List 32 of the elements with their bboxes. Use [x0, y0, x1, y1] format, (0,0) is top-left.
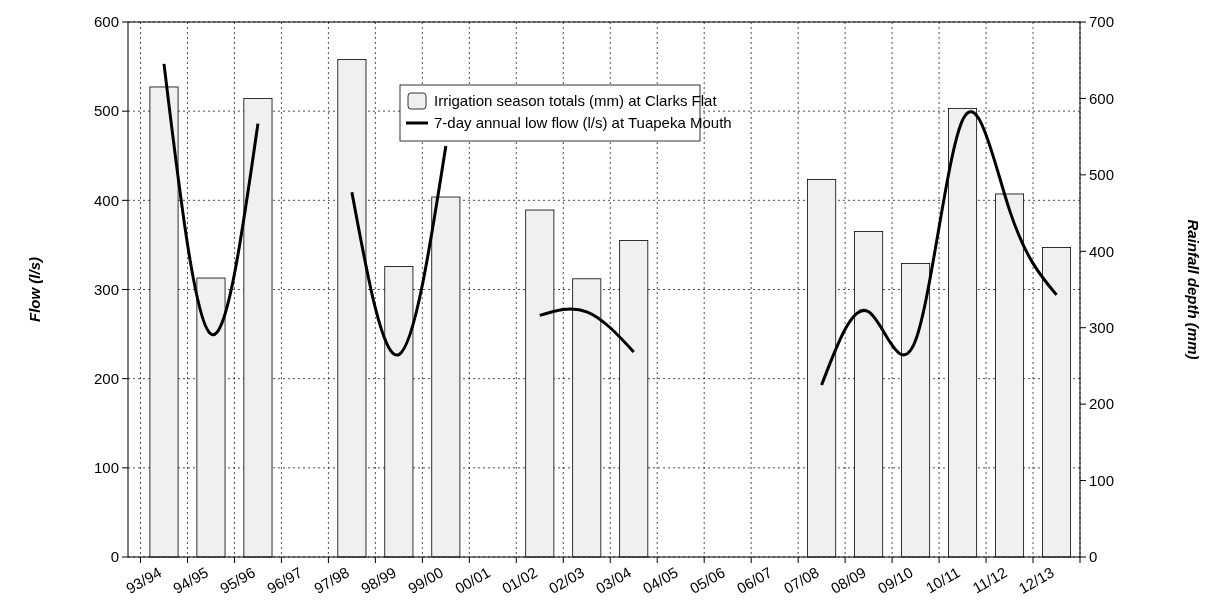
- x-tick-label: 01/02: [498, 563, 540, 597]
- x-tick-label: 09/10: [874, 563, 916, 597]
- x-tick-label: 95/96: [217, 563, 259, 597]
- x-tick-label: 08/09: [827, 563, 869, 597]
- x-tick-label: 00/01: [451, 563, 493, 597]
- y-tick-label: 400: [93, 191, 119, 209]
- x-tick-label: 11/12: [969, 563, 1010, 597]
- y2-tick-label: 400: [1089, 242, 1115, 260]
- y-tick-label: 500: [93, 102, 119, 120]
- y2-axis-title: Rainfall depth (mm): [1185, 219, 1202, 360]
- x-tick-label: 99/00: [404, 563, 446, 597]
- x-tick-label: 97/98: [311, 563, 353, 597]
- x-tick-label: 98/99: [357, 563, 399, 597]
- y2-tick-label: 200: [1089, 395, 1115, 413]
- y2-tick-label: 0: [1089, 548, 1098, 566]
- x-tick-label: 05/06: [686, 563, 728, 597]
- y2-tick-label: 600: [1089, 89, 1115, 107]
- x-tick-label: 07/08: [780, 563, 822, 597]
- y2-tick-label: 700: [1089, 13, 1115, 31]
- y-tick-label: 100: [93, 459, 119, 477]
- legend-label: Irrigation season totals (mm) at Clarks Flat: [434, 92, 718, 110]
- legend-label: 7-day annual low flow (l/s) at Tuapeka Mouth: [434, 114, 732, 132]
- y2-tick-label: 100: [1089, 471, 1115, 489]
- x-tick-label: 10/11: [922, 563, 963, 597]
- y-tick-label: 200: [93, 369, 119, 387]
- y2-tick-label: 300: [1089, 318, 1115, 336]
- y-tick-label: 300: [93, 280, 119, 298]
- y2-tick-label: 500: [1089, 166, 1115, 184]
- x-tick-label: 02/03: [545, 563, 587, 597]
- y-tick-label: 600: [93, 13, 119, 31]
- y-tick-label: 0: [110, 548, 119, 566]
- y-axis-title: Flow (l/s): [26, 257, 43, 322]
